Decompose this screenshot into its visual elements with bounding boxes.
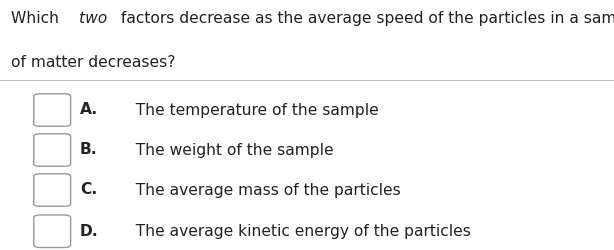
Text: D.: D. bbox=[80, 224, 99, 239]
FancyBboxPatch shape bbox=[34, 134, 71, 166]
FancyBboxPatch shape bbox=[34, 174, 71, 206]
Text: factors decrease as the average speed of the particles in a sample: factors decrease as the average speed of… bbox=[115, 11, 614, 26]
Text: C.: C. bbox=[80, 182, 97, 198]
Text: The average kinetic energy of the particles: The average kinetic energy of the partic… bbox=[126, 224, 471, 239]
Text: A.: A. bbox=[80, 102, 98, 118]
Text: two: two bbox=[79, 11, 107, 26]
Text: The average mass of the particles: The average mass of the particles bbox=[126, 182, 400, 198]
Text: The temperature of the sample: The temperature of the sample bbox=[126, 102, 379, 118]
Text: The weight of the sample: The weight of the sample bbox=[126, 142, 333, 158]
FancyBboxPatch shape bbox=[34, 94, 71, 126]
Text: B.: B. bbox=[80, 142, 98, 158]
FancyBboxPatch shape bbox=[34, 215, 71, 248]
Text: Which: Which bbox=[11, 11, 64, 26]
Text: of matter decreases?: of matter decreases? bbox=[11, 55, 176, 70]
